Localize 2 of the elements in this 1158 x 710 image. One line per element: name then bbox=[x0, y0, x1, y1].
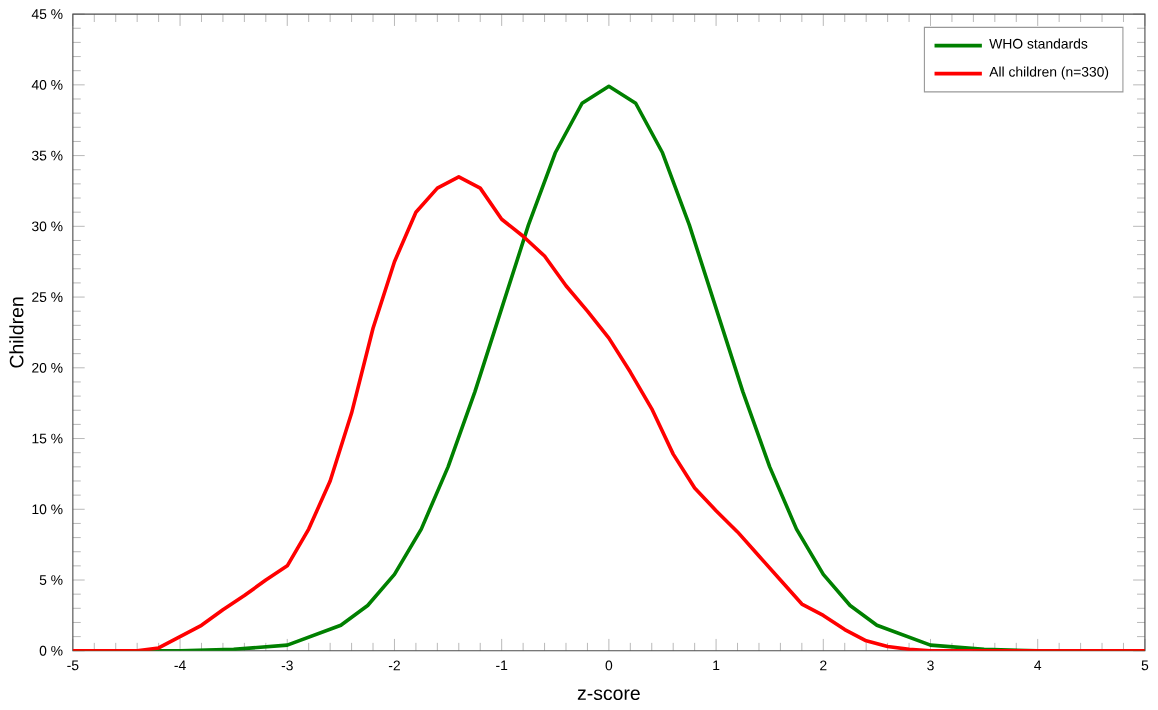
y-axis-title: Children bbox=[9, 297, 24, 368]
x-axis-title: z-score bbox=[577, 689, 640, 701]
